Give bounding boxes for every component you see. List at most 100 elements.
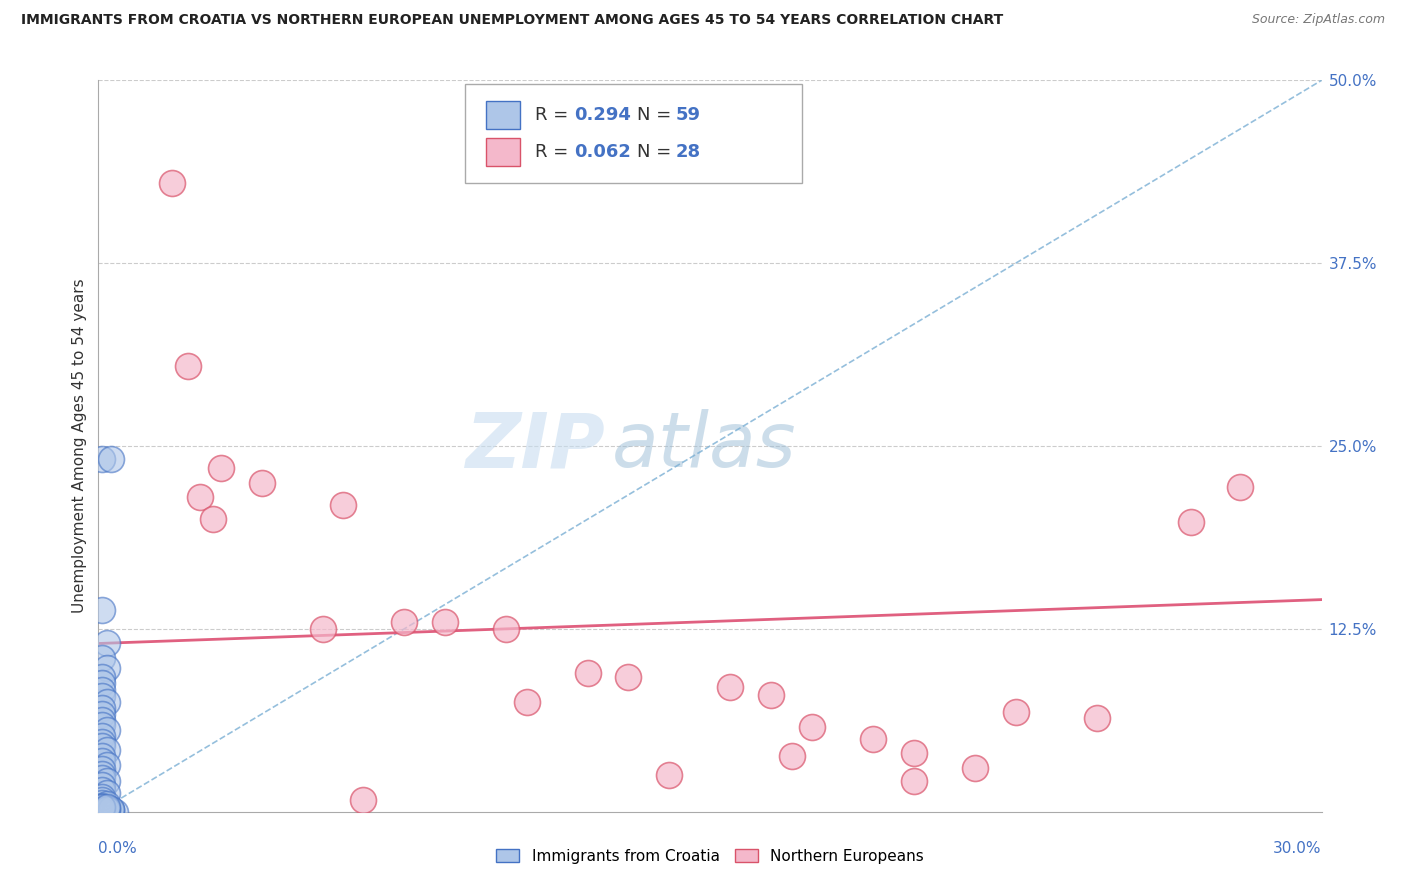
Point	[96, 723, 118, 737]
Point	[965, 761, 987, 775]
Point	[91, 734, 114, 748]
Point	[91, 603, 114, 617]
Point	[91, 729, 114, 743]
Point	[91, 803, 114, 817]
Point	[96, 758, 118, 772]
Point	[617, 670, 640, 684]
Point	[91, 676, 114, 690]
Point	[96, 797, 118, 812]
Point	[91, 713, 114, 727]
Point	[91, 805, 114, 819]
Point	[658, 768, 681, 782]
Point	[96, 802, 118, 816]
Point	[903, 746, 925, 760]
Point	[160, 176, 183, 190]
Point	[100, 452, 122, 467]
Point	[188, 490, 212, 504]
Point	[96, 636, 118, 650]
Point	[91, 670, 114, 684]
Point	[91, 805, 114, 819]
Point	[91, 754, 114, 768]
Text: R =: R =	[536, 106, 574, 124]
Text: 0.0%: 0.0%	[98, 841, 138, 856]
Text: atlas: atlas	[612, 409, 797, 483]
Point	[96, 805, 118, 819]
Point	[91, 790, 114, 805]
Point	[91, 798, 114, 813]
Point	[1229, 480, 1251, 494]
Point	[100, 803, 122, 817]
Point	[91, 701, 114, 715]
Point	[91, 762, 114, 776]
Point	[91, 778, 114, 792]
Point	[91, 689, 114, 703]
Point	[177, 359, 200, 373]
Point	[96, 774, 118, 789]
Point	[91, 796, 114, 810]
Point	[91, 803, 114, 817]
Point	[720, 681, 742, 695]
Point	[104, 805, 127, 819]
Point	[1004, 705, 1026, 719]
Point	[96, 661, 118, 675]
Point	[761, 688, 783, 702]
Point	[91, 683, 114, 698]
Point	[332, 498, 354, 512]
Point	[100, 803, 122, 817]
Point	[96, 803, 118, 817]
Point	[96, 743, 118, 757]
Point	[91, 805, 114, 819]
Point	[91, 766, 114, 780]
Point	[100, 802, 122, 816]
Point	[91, 805, 114, 819]
Point	[96, 786, 118, 800]
Point	[801, 720, 824, 734]
Y-axis label: Unemployment Among Ages 45 to 54 years: Unemployment Among Ages 45 to 54 years	[72, 278, 87, 614]
Point	[201, 512, 224, 526]
Point	[516, 695, 538, 709]
Point	[91, 800, 114, 814]
Point	[96, 805, 118, 819]
Text: 59: 59	[676, 106, 700, 124]
Point	[495, 622, 517, 636]
Text: IMMIGRANTS FROM CROATIA VS NORTHERN EUROPEAN UNEMPLOYMENT AMONG AGES 45 TO 54 YE: IMMIGRANTS FROM CROATIA VS NORTHERN EURO…	[21, 13, 1004, 28]
Text: R =: R =	[536, 143, 574, 161]
Point	[96, 803, 118, 817]
Point	[903, 774, 925, 789]
Point	[91, 651, 114, 665]
Point	[312, 622, 335, 636]
Point	[434, 615, 457, 629]
FancyBboxPatch shape	[465, 84, 801, 183]
Text: ZIP: ZIP	[467, 409, 606, 483]
Text: 0.062: 0.062	[574, 143, 631, 161]
Point	[96, 805, 118, 819]
Point	[96, 805, 118, 819]
Text: Source: ZipAtlas.com: Source: ZipAtlas.com	[1251, 13, 1385, 27]
Point	[91, 793, 114, 807]
Point	[1085, 711, 1108, 725]
Point	[100, 805, 122, 819]
Point	[91, 805, 114, 819]
Text: 28: 28	[676, 143, 702, 161]
Point	[91, 452, 114, 467]
Point	[96, 800, 118, 814]
Point	[91, 802, 114, 816]
Bar	[486, 102, 520, 129]
Point	[352, 793, 374, 807]
Point	[91, 805, 114, 819]
Point	[91, 749, 114, 764]
Point	[91, 739, 114, 753]
Text: 0.294: 0.294	[574, 106, 631, 124]
Point	[1180, 515, 1202, 529]
Point	[250, 475, 273, 490]
Point	[862, 731, 884, 746]
Legend: Immigrants from Croatia, Northern Europeans: Immigrants from Croatia, Northern Europe…	[491, 843, 929, 870]
Text: N =: N =	[637, 143, 676, 161]
Bar	[486, 138, 520, 166]
Point	[780, 749, 803, 764]
Point	[96, 695, 118, 709]
Point	[91, 771, 114, 785]
Point	[91, 718, 114, 732]
Point	[91, 800, 114, 814]
Point	[91, 782, 114, 797]
